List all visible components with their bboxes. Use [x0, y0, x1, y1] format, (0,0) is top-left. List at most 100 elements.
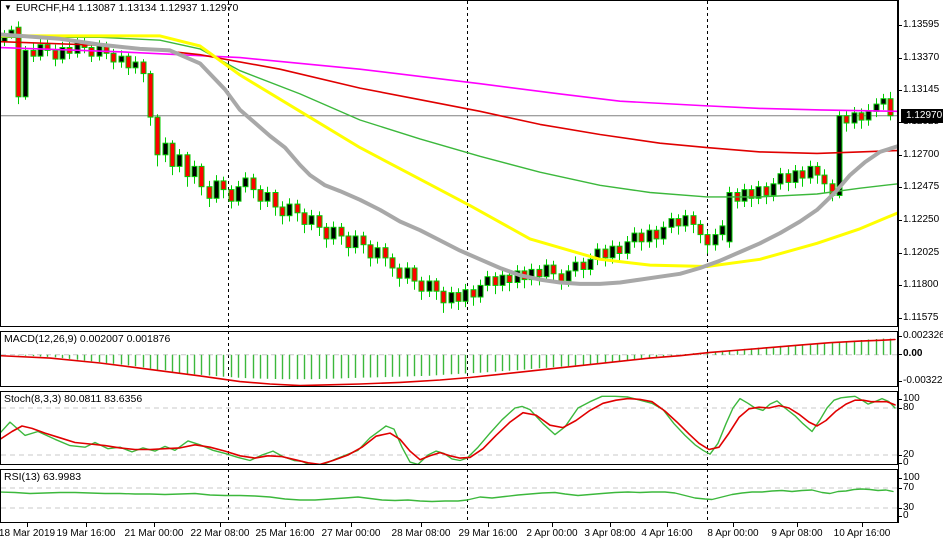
bear-candle — [536, 268, 543, 278]
time-axis-label: 9 Apr 08:00 — [771, 528, 823, 539]
price-axis-tick — [898, 58, 902, 59]
bear-candle — [110, 52, 117, 63]
bear-candle — [843, 115, 850, 124]
time-axis-label: 29 Mar 16:00 — [458, 528, 518, 539]
pane-border-0 — [0, 0, 898, 327]
bear-candle — [44, 44, 51, 51]
time-axis-label: 25 Mar 16:00 — [255, 528, 315, 539]
bull-candle — [308, 215, 315, 225]
bear-candle — [821, 174, 828, 185]
bear-candle — [558, 273, 565, 282]
bear-candle — [433, 280, 440, 292]
bear-candle — [638, 232, 645, 243]
bear-candle — [88, 47, 95, 57]
bear-candle — [799, 170, 806, 179]
price-axis-label: 1.11575 — [903, 312, 939, 323]
bull-candle — [462, 289, 469, 302]
bull-candle — [565, 270, 572, 282]
bear-candle — [389, 257, 396, 269]
indicator-axis-tick — [898, 478, 902, 479]
bull-candle — [352, 235, 359, 249]
bull-candle — [404, 267, 411, 279]
bull-candle — [162, 142, 169, 156]
bull-candle — [191, 165, 198, 178]
bull-candle — [374, 247, 381, 259]
bear-candle — [492, 276, 499, 286]
bull-candle — [755, 186, 762, 199]
bear-candle — [257, 189, 264, 202]
bear-candle — [169, 142, 176, 167]
bear-candle — [506, 274, 513, 284]
bear-candle — [455, 292, 462, 302]
bear-candle — [360, 235, 367, 246]
bear-candle — [279, 206, 286, 217]
stoch-label: Stoch(8,3,3) 80.0811 83.6356 — [4, 393, 143, 405]
indicator-axis-label: 100 — [903, 393, 920, 404]
price-axis-label: 1.12025 — [903, 247, 940, 258]
bull-candle — [572, 261, 579, 272]
price-axis-tick — [898, 253, 902, 254]
bear-candle — [15, 26, 22, 98]
bear-candle — [198, 165, 205, 188]
ma-gray — [1, 32, 897, 286]
bull-candle — [37, 44, 44, 57]
time-axis-label: 18 Mar 2019 — [0, 528, 56, 539]
bull-candle — [682, 215, 689, 227]
time-axis-tick — [667, 523, 668, 527]
price-axis-label: 1.13595 — [903, 19, 940, 30]
bear-candle — [411, 267, 418, 282]
indicator-axis-tick — [898, 455, 902, 456]
bull-candle — [176, 154, 183, 167]
indicator-axis-label: -0.003227 — [903, 375, 943, 386]
time-axis-tick — [733, 523, 734, 527]
indicator-axis-label: 70 — [903, 482, 915, 493]
bear-candle — [147, 73, 154, 118]
indicator-axis-tick — [898, 399, 902, 400]
indicator-axis-tick — [898, 354, 902, 355]
bear-candle — [220, 180, 227, 191]
bull-candle — [264, 192, 271, 202]
current-price-badge: 1.12970 — [901, 109, 943, 123]
price-axis-tick — [898, 155, 902, 156]
bull-candle — [726, 192, 733, 243]
symbol-dropdown-icon[interactable]: ▼ — [4, 3, 12, 12]
time-axis-label: 27 Mar 00:00 — [321, 528, 381, 539]
time-axis-label: 2 Apr 00:00 — [526, 528, 578, 539]
price-axis-tick — [898, 122, 902, 123]
price-axis-tick — [898, 318, 902, 319]
bull-candle — [719, 225, 726, 236]
price-axis-label: 1.13370 — [903, 52, 940, 63]
bull-candle — [631, 232, 638, 243]
indicator-axis-label: 30 — [903, 502, 915, 513]
bull-candle — [792, 170, 799, 183]
bull-candle — [448, 292, 455, 304]
bull-candle — [807, 165, 814, 179]
rsi-pane — [1, 487, 897, 509]
rsi-label: RSI(13) 63.9983 — [4, 471, 82, 483]
time-axis-tick — [488, 523, 489, 527]
price-axis-label: 1.12475 — [903, 181, 940, 192]
bear-candle — [616, 245, 623, 254]
time-axis-tick — [797, 523, 798, 527]
time-axis-tick — [154, 523, 155, 527]
indicator-axis-label: 0 — [903, 457, 909, 468]
chart-title-text: EURCHF,H4 1.13087 1.13134 1.12937 1.1297… — [15, 2, 239, 14]
time-axis-tick — [351, 523, 352, 527]
time-axis-label: 22 Mar 08:00 — [190, 528, 250, 539]
bear-candle — [675, 218, 682, 227]
time-axis-label: 3 Apr 08:00 — [584, 528, 636, 539]
bear-candle — [697, 223, 704, 236]
time-axis-tick — [27, 523, 28, 527]
bear-candle — [52, 49, 59, 60]
stoch-pane — [1, 395, 897, 464]
bull-candle — [777, 173, 784, 185]
bear-candle — [323, 226, 330, 240]
indicator-axis-tick — [898, 336, 902, 337]
bear-candle — [748, 189, 755, 199]
bear-candle — [580, 261, 587, 271]
bear-candle — [382, 247, 389, 259]
bull-candle — [741, 189, 748, 202]
bear-candle — [653, 229, 660, 240]
